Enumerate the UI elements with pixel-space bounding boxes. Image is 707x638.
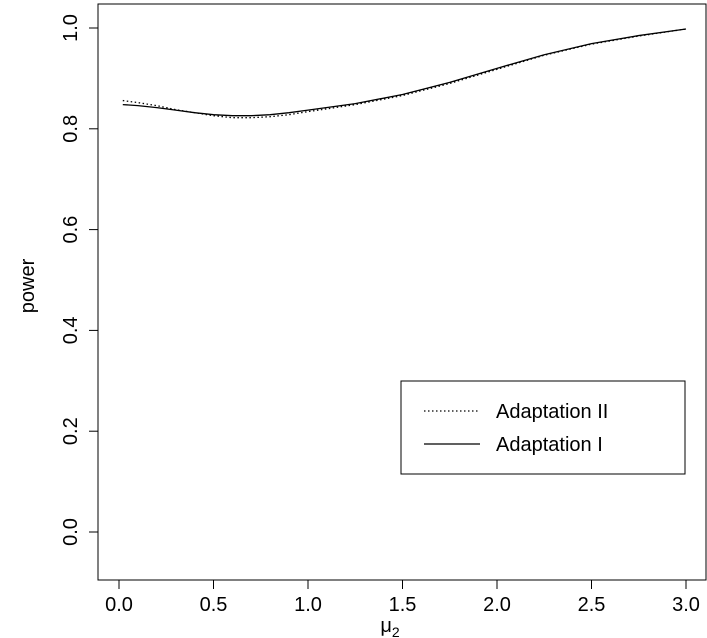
y-axis-label: power [17,258,39,313]
x-axis-label-main: μ [380,615,392,637]
x-tick-label: 3.0 [672,594,700,616]
y-axis: 0.0 0.2 0.4 0.6 0.8 1.0 [60,14,99,546]
series-line-adaptation-i [122,28,687,117]
x-tick-label: 0.0 [105,594,133,616]
legend-box [400,380,686,475]
x-axis-label: μ2 [380,615,400,638]
y-tick-label: 0.4 [60,316,82,344]
x-tick-label: 1.0 [294,594,322,616]
legend-label-adaptation-ii: Adaptation II [496,401,608,423]
series-layer [122,28,687,119]
y-tick-label: 0.0 [60,518,82,546]
legend: Adaptation II Adaptation I [400,380,686,475]
plot-frame [97,3,707,581]
x-tick-label: 0.5 [200,594,228,616]
x-tick-label: 2.5 [578,594,606,616]
legend-label-adaptation-i: Adaptation I [496,434,603,456]
x-tick-label: 1.5 [389,594,417,616]
y-tick-label: 0.6 [60,216,82,244]
x-axis: 0.0 0.5 1.0 1.5 2.0 2.5 3.0 [105,579,700,616]
x-axis-label-subscript: 2 [392,624,400,638]
y-tick-label: 0.8 [60,115,82,143]
y-tick-label: 1.0 [60,14,82,42]
x-tick-label: 2.0 [483,594,511,616]
y-tick-label: 0.2 [60,417,82,445]
